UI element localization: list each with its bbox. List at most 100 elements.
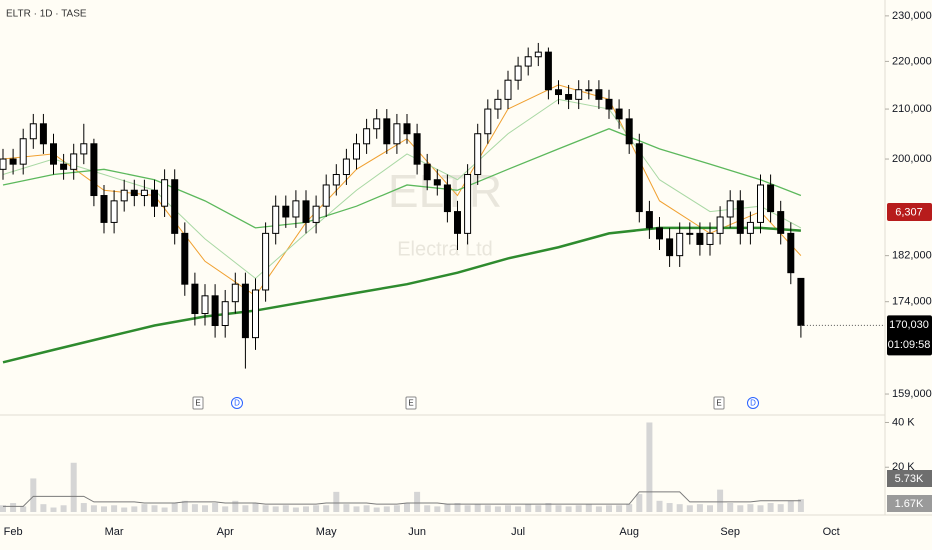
candle-body [100,195,108,223]
volume-bar [646,422,653,512]
volume-bar [151,505,158,512]
candle-body [29,123,37,140]
volume-bar [111,505,118,512]
candle-body [373,118,381,130]
volume-bar [696,504,703,512]
volume-bar [20,506,27,512]
candle-body [555,89,562,96]
y-tick-label: 159,000 [892,388,932,400]
event-label: E [716,399,721,408]
volume-bar [515,506,522,512]
volume-ma-label: 1.67K [895,498,924,510]
candle-body [80,143,88,155]
candle-body [625,118,633,145]
volume-bar [141,504,148,512]
candle-body [454,211,461,234]
event-label: D [234,399,240,408]
volume-bar [414,491,421,512]
volume-bar [363,505,370,512]
candle-body [706,232,714,245]
volume-bar [202,505,208,512]
candle-body [676,232,684,257]
volume-bar [727,503,734,512]
volume-label: 5.73K [895,473,924,485]
candle-body [231,283,239,303]
volume-bar [30,478,37,512]
candle-body [272,205,280,234]
volume-bar [404,503,410,512]
volume-bar [626,504,633,512]
candle-body [666,238,674,257]
candle-body [544,51,552,91]
candle-body [686,232,694,235]
candle-body [181,232,189,285]
event-label: E [195,399,200,408]
volume-bar [343,504,350,512]
volume-bar [90,505,97,512]
volume-bar [484,505,491,512]
volume-bar [525,504,532,512]
volume-ma-badge [887,495,932,512]
volume-bar [636,494,643,512]
volume-bar [181,500,188,512]
candle-body [60,163,68,170]
volume-bar [353,506,360,512]
volume-bar [313,505,320,512]
event-label: E [408,399,413,408]
volume-bar [565,506,572,512]
candle-body [151,189,158,207]
volume-bar [373,507,380,512]
candle-body [9,158,17,165]
y-tick-label: 210,000 [892,103,932,115]
volume-bar [0,505,6,512]
volume-bar [444,504,451,512]
volume-bar [707,505,713,512]
volume-ma-line [3,491,801,507]
volume-bar [191,504,198,512]
volume-bar [676,504,683,512]
event-marker [192,396,204,410]
y-tick-label: 174,000 [892,296,932,308]
x-tick-label: Jul [511,526,525,538]
candle-body [393,123,401,145]
candle-body [39,123,47,145]
candle-body [130,189,138,197]
candle-body [241,283,249,339]
candle-body [716,216,724,234]
volume-bar [393,505,400,512]
volume-bar [777,504,784,512]
candle-body [514,65,522,81]
volume-bar [474,504,481,512]
volume-bar [262,505,269,512]
candle-body [494,98,502,110]
candle-body [110,200,118,223]
volume-bar [464,505,471,512]
candle-body [757,184,764,223]
volume-bar [575,505,582,512]
candle-body [312,205,320,223]
candle-body [353,143,360,160]
candle-body [302,200,310,223]
x-tick-label: Oct [823,526,840,538]
tag-badge [887,203,932,221]
x-tick-label: Mar [105,526,124,538]
volume-bar [797,499,804,512]
volume-bar [555,505,562,512]
event-label: D [750,399,756,408]
volume-bar [747,504,754,512]
candle-body [474,133,482,176]
candle-body [342,158,350,176]
volume-bar [616,505,623,512]
x-tick-label: Jun [408,526,426,538]
candle-body [605,98,613,110]
volume-bar [424,505,431,512]
volume-bar [545,503,552,512]
candle-body [585,89,593,92]
last-price-label: 170,030 [889,319,929,331]
candle-body [70,153,78,170]
volume-bar [505,505,511,512]
candle-body [211,295,219,327]
x-tick-label: Aug [619,526,639,538]
event-marker [713,396,725,410]
candle-body [464,174,472,234]
